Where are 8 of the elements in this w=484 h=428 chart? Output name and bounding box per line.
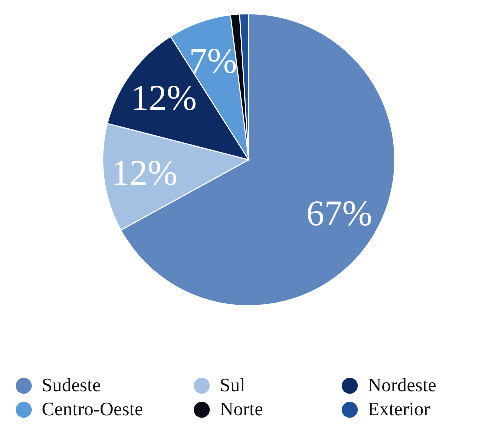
legend-label: Nordeste bbox=[368, 376, 437, 396]
data-label: 67% bbox=[306, 194, 372, 234]
data-label: 12% bbox=[112, 153, 178, 194]
legend-label: Sudeste bbox=[42, 376, 102, 396]
legend-label: Norte bbox=[220, 400, 264, 420]
legend-label: Centro-Oeste bbox=[42, 400, 144, 420]
legend-label: Exterior bbox=[368, 400, 431, 420]
legend-label: Sul bbox=[220, 376, 246, 396]
